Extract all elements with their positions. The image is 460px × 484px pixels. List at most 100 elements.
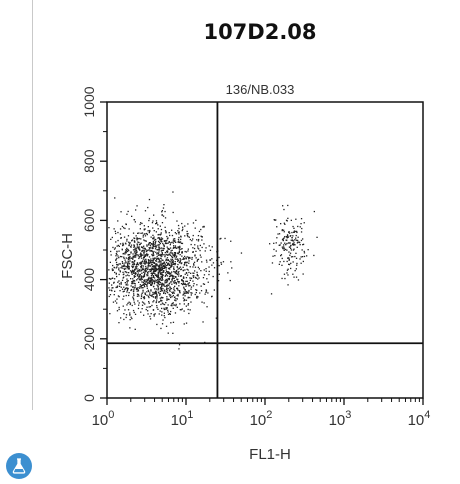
scatter-point <box>166 238 169 240</box>
scatter-point <box>296 230 298 233</box>
scatter-point <box>179 261 181 263</box>
scatter-point <box>186 265 188 267</box>
scatter-point <box>136 205 138 207</box>
scatter-point <box>167 311 169 313</box>
scatter-point <box>163 265 165 267</box>
scatter-point <box>148 249 150 251</box>
scatter-point <box>296 264 298 266</box>
scatter-point <box>166 299 168 301</box>
scatter-point <box>171 261 174 263</box>
scatter-point <box>111 268 113 270</box>
scatter-point <box>206 278 208 280</box>
scatter-point <box>137 264 140 266</box>
scatter-point <box>145 281 147 283</box>
scatter-point <box>133 245 136 247</box>
scatter-point <box>164 210 166 213</box>
scatter-point <box>162 247 164 249</box>
scatter-point <box>149 230 151 232</box>
scatter-point <box>157 265 159 267</box>
scatter-point <box>167 259 169 261</box>
scatter-point <box>117 244 119 247</box>
scatter-point <box>283 222 285 224</box>
scatter-point <box>134 303 136 305</box>
scatter-point <box>161 262 164 265</box>
scatter-point <box>118 257 120 259</box>
scatter-point <box>116 275 118 278</box>
scatter-point <box>281 229 283 232</box>
scatter-point <box>131 273 133 275</box>
scatter-point <box>132 258 134 260</box>
scatter-point <box>135 256 137 258</box>
scatter-point <box>184 225 186 227</box>
scatter-point <box>177 263 179 266</box>
scatter-point <box>155 268 157 270</box>
scatter-point <box>184 283 186 285</box>
scatter-point <box>220 261 222 264</box>
scatter-point <box>166 285 168 287</box>
scatter-point <box>153 277 156 279</box>
scatter-point <box>132 272 135 274</box>
scatter-point <box>167 248 169 250</box>
scatter-point <box>195 219 197 221</box>
scatter-point <box>139 278 141 280</box>
scatter-point <box>152 255 154 257</box>
scatter-point <box>290 245 292 247</box>
scatter-point <box>285 235 287 238</box>
scatter-point <box>111 269 114 272</box>
scatter-point <box>136 295 139 297</box>
scatter-point <box>165 291 167 293</box>
scatter-point <box>138 295 140 297</box>
scatter-point <box>174 290 176 292</box>
scatter-point <box>122 242 124 244</box>
scatter-point <box>152 259 154 262</box>
scatter-point <box>149 292 151 294</box>
scatter-point <box>118 283 121 285</box>
scatter-point <box>130 272 133 274</box>
scatter-point <box>119 290 121 292</box>
scatter-point <box>150 236 152 238</box>
scatter-point <box>153 293 155 295</box>
scatter-point <box>174 253 176 255</box>
scatter-point <box>158 251 160 253</box>
scatter-point <box>180 238 182 241</box>
scatter-point <box>155 246 157 248</box>
scatter-point <box>144 268 146 270</box>
scatter-point <box>222 261 225 263</box>
flask-icon[interactable] <box>6 453 32 479</box>
scatter-point <box>196 271 198 273</box>
scatter-point <box>277 233 279 235</box>
scatter-point <box>293 230 296 232</box>
scatter-point <box>276 226 278 228</box>
scatter-point <box>149 265 151 267</box>
scatter-point <box>165 272 167 274</box>
scatter-point <box>116 245 118 247</box>
scatter-point <box>168 263 170 266</box>
scatter-point <box>150 313 152 315</box>
scatter-point <box>207 281 209 283</box>
scatter-point <box>129 254 131 256</box>
scatter-point <box>127 265 129 267</box>
scatter-point <box>171 256 174 259</box>
scatter-point <box>154 274 157 276</box>
scatter-point <box>176 270 178 272</box>
scatter-point <box>286 260 288 263</box>
scatter-point <box>158 259 160 261</box>
scatter-point <box>283 229 285 231</box>
scatter-point <box>162 249 164 251</box>
scatter-point <box>156 293 158 296</box>
scatter-point <box>160 276 162 278</box>
scatter-point <box>275 219 277 221</box>
scatter-point <box>152 309 155 311</box>
scatter-point <box>164 254 166 256</box>
scatter-point <box>166 235 168 238</box>
scatter-point <box>161 241 163 243</box>
scatter-point <box>166 275 169 277</box>
scatter-point <box>110 238 112 240</box>
scatter-point <box>138 276 140 279</box>
scatter-point <box>182 258 184 260</box>
scatter-point <box>289 242 291 244</box>
scatter-point <box>138 304 140 306</box>
scatter-point <box>118 280 120 282</box>
scatter-point <box>111 277 114 279</box>
scatter-point <box>117 264 119 266</box>
